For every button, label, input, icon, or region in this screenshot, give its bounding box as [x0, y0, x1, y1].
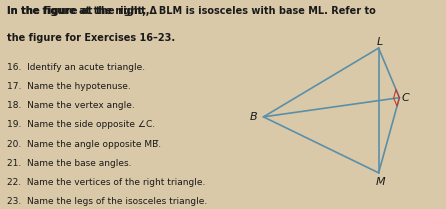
Text: 17.  Name the hypotenuse.: 17. Name the hypotenuse.	[7, 82, 131, 91]
Text: 22.  Name the vertices of the right triangle.: 22. Name the vertices of the right trian…	[7, 178, 206, 187]
Text: M: M	[376, 177, 385, 187]
Text: B: B	[250, 112, 258, 122]
Text: 23.  Name the legs of the isosceles triangle.: 23. Name the legs of the isosceles trian…	[7, 197, 207, 206]
Text: C: C	[401, 93, 409, 103]
Text: 20.  Name the angle opposite MB̅.: 20. Name the angle opposite MB̅.	[7, 140, 161, 149]
Text: 16.  Identify an acute triangle.: 16. Identify an acute triangle.	[7, 63, 145, 72]
Text: L: L	[377, 37, 383, 47]
Text: 19.  Name the side opposite ∠C.: 19. Name the side opposite ∠C.	[7, 120, 156, 129]
Text: 21.  Name the base angles.: 21. Name the base angles.	[7, 159, 132, 168]
Text: the figure for Exercises 16–23.: the figure for Exercises 16–23.	[7, 33, 175, 43]
Text: In the figure at the right, Δ BLM is isosceles with base ML. Refer to: In the figure at the right, Δ BLM is iso…	[7, 6, 376, 16]
Text: In the figure at the right,: In the figure at the right,	[7, 6, 153, 16]
Text: 18.  Name the vertex angle.: 18. Name the vertex angle.	[7, 101, 135, 110]
